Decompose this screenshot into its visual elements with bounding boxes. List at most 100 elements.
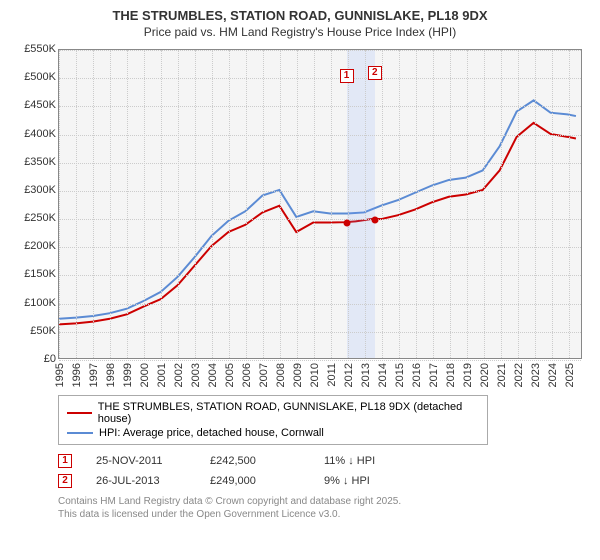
y-tick-label: £500K bbox=[24, 71, 56, 83]
y-tick-label: £250K bbox=[24, 212, 56, 224]
x-tick-label: 2019 bbox=[462, 363, 474, 387]
gridline-v bbox=[552, 50, 553, 358]
legend-label: THE STRUMBLES, STATION ROAD, GUNNISLAKE,… bbox=[98, 401, 479, 425]
sale-price: £249,000 bbox=[210, 475, 300, 487]
legend-label: HPI: Average price, detached house, Corn… bbox=[99, 427, 324, 439]
gridline-v bbox=[144, 50, 145, 358]
legend-swatch bbox=[67, 412, 92, 414]
gridline-v bbox=[501, 50, 502, 358]
highlight-band bbox=[347, 50, 376, 358]
x-tick-label: 2018 bbox=[445, 363, 457, 387]
sales-table: 125-NOV-2011£242,50011% ↓ HPI226-JUL-201… bbox=[58, 451, 588, 491]
x-tick-label: 1997 bbox=[88, 363, 100, 387]
x-tick-label: 2014 bbox=[377, 363, 389, 387]
sale-date: 25-NOV-2011 bbox=[96, 455, 186, 467]
gridline-v bbox=[212, 50, 213, 358]
gridline-v bbox=[263, 50, 264, 358]
gridline-v bbox=[433, 50, 434, 358]
line-svg bbox=[59, 50, 581, 358]
x-tick-label: 2012 bbox=[343, 363, 355, 387]
gridline-v bbox=[161, 50, 162, 358]
gridline-v bbox=[518, 50, 519, 358]
gridline-v bbox=[331, 50, 332, 358]
gridline-v bbox=[110, 50, 111, 358]
gridline-v bbox=[178, 50, 179, 358]
y-tick-label: £50K bbox=[30, 325, 56, 337]
gridline-v bbox=[399, 50, 400, 358]
gridline-h bbox=[59, 163, 581, 164]
x-tick-label: 1996 bbox=[71, 363, 83, 387]
chart-wrap: 12 £0£50K£100K£150K£200K£250K£300K£350K£… bbox=[12, 43, 588, 393]
footer-attribution: Contains HM Land Registry data © Crown c… bbox=[58, 495, 588, 521]
chart-title: THE STRUMBLES, STATION ROAD, GUNNISLAKE,… bbox=[12, 8, 588, 23]
gridline-v bbox=[467, 50, 468, 358]
x-tick-label: 1998 bbox=[105, 363, 117, 387]
gridline-v bbox=[195, 50, 196, 358]
gridline-h bbox=[59, 332, 581, 333]
gridline-h bbox=[59, 50, 581, 51]
gridline-v bbox=[416, 50, 417, 358]
footer-line-2: This data is licensed under the Open Gov… bbox=[58, 508, 588, 521]
series-property bbox=[59, 123, 576, 325]
x-tick-label: 2009 bbox=[292, 363, 304, 387]
x-tick-label: 2016 bbox=[411, 363, 423, 387]
x-tick-label: 2013 bbox=[360, 363, 372, 387]
gridline-v bbox=[93, 50, 94, 358]
gridline-v bbox=[246, 50, 247, 358]
gridline-v bbox=[535, 50, 536, 358]
x-tick-label: 2025 bbox=[564, 363, 576, 387]
x-tick-label: 2006 bbox=[241, 363, 253, 387]
gridline-h bbox=[59, 247, 581, 248]
gridline-h bbox=[59, 275, 581, 276]
sale-price: £242,500 bbox=[210, 455, 300, 467]
sale-delta: 9% ↓ HPI bbox=[324, 475, 414, 487]
gridline-h bbox=[59, 219, 581, 220]
x-tick-label: 1999 bbox=[122, 363, 134, 387]
y-tick-label: £550K bbox=[24, 43, 56, 55]
x-tick-label: 2017 bbox=[428, 363, 440, 387]
x-tick-label: 2024 bbox=[547, 363, 559, 387]
gridline-h bbox=[59, 304, 581, 305]
gridline-h bbox=[59, 106, 581, 107]
x-tick-label: 2011 bbox=[326, 363, 338, 387]
gridline-v bbox=[569, 50, 570, 358]
chart-subtitle: Price paid vs. HM Land Registry's House … bbox=[12, 25, 588, 39]
x-tick-label: 2022 bbox=[513, 363, 525, 387]
gridline-h bbox=[59, 135, 581, 136]
footer-line-1: Contains HM Land Registry data © Crown c… bbox=[58, 495, 588, 508]
sale-marker-2: 2 bbox=[368, 66, 382, 80]
y-tick-label: £300K bbox=[24, 184, 56, 196]
x-tick-label: 2003 bbox=[190, 363, 202, 387]
gridline-v bbox=[450, 50, 451, 358]
x-tick-label: 2023 bbox=[530, 363, 542, 387]
x-tick-label: 1995 bbox=[54, 363, 66, 387]
gridline-v bbox=[229, 50, 230, 358]
gridline-v bbox=[348, 50, 349, 358]
x-tick-label: 2007 bbox=[258, 363, 270, 387]
x-tick-label: 2000 bbox=[139, 363, 151, 387]
x-tick-label: 2015 bbox=[394, 363, 406, 387]
sale-marker-1: 1 bbox=[340, 69, 354, 83]
x-tick-label: 2004 bbox=[207, 363, 219, 387]
sale-dot bbox=[343, 220, 350, 227]
chart-container: THE STRUMBLES, STATION ROAD, GUNNISLAKE,… bbox=[0, 0, 600, 560]
gridline-h bbox=[59, 191, 581, 192]
sale-row-marker: 1 bbox=[58, 454, 72, 468]
y-tick-label: £150K bbox=[24, 268, 56, 280]
x-tick-label: 2005 bbox=[224, 363, 236, 387]
sale-dot bbox=[371, 216, 378, 223]
x-tick-label: 2008 bbox=[275, 363, 287, 387]
gridline-v bbox=[280, 50, 281, 358]
gridline-v bbox=[59, 50, 60, 358]
gridline-h bbox=[59, 78, 581, 79]
gridline-v bbox=[127, 50, 128, 358]
legend-box: THE STRUMBLES, STATION ROAD, GUNNISLAKE,… bbox=[58, 395, 488, 445]
gridline-v bbox=[76, 50, 77, 358]
x-tick-label: 2001 bbox=[156, 363, 168, 387]
sale-row: 226-JUL-2013£249,0009% ↓ HPI bbox=[58, 471, 588, 491]
gridline-h bbox=[59, 360, 581, 361]
gridline-v bbox=[484, 50, 485, 358]
y-tick-label: £400K bbox=[24, 128, 56, 140]
y-tick-label: £200K bbox=[24, 240, 56, 252]
gridline-v bbox=[297, 50, 298, 358]
